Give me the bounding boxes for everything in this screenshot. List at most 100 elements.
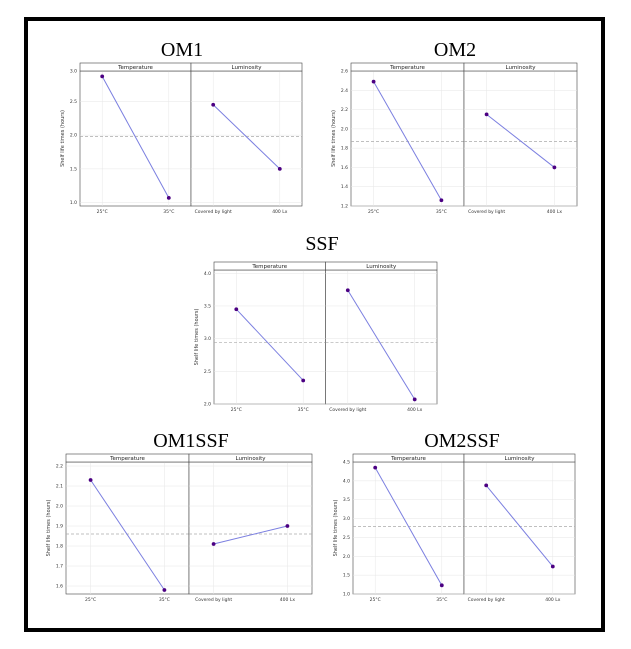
facet-label: Temperature: [390, 456, 426, 462]
data-point: [100, 74, 105, 79]
x-tick-label: 400 Lx: [407, 407, 423, 413]
data-point: [439, 198, 444, 203]
data-point: [211, 542, 216, 546]
data-point: [285, 524, 290, 528]
facet-panel: [213, 269, 326, 405]
facet-label: Luminosity: [506, 65, 537, 71]
y-tick-label: 1.9: [56, 524, 63, 530]
y-tick-label: 4.0: [204, 271, 211, 277]
x-tick-label: 400 Lx: [547, 209, 563, 215]
chart-ssf: SSF 2.0 2.5 3.0 3.5 4.0 Shelf life times (hour…: [194, 233, 438, 413]
y-tick-label: 1.8: [56, 544, 63, 550]
y-tick-label: 2.5: [70, 99, 77, 105]
series-line: [90, 479, 165, 591]
y-tick-label: 2.2: [56, 464, 63, 470]
y-tick-label: 1.5: [70, 166, 77, 172]
facet-strip: [325, 261, 438, 271]
data-point: [371, 79, 376, 84]
y-tick-label: 3.5: [204, 303, 211, 309]
facet-strip: [188, 453, 313, 463]
y-tick-label: 2.4: [341, 88, 348, 94]
x-tick-label: 25°C: [370, 597, 381, 603]
data-point: [166, 196, 171, 200]
facet-luminosity: Luminosity Covered by light 400 Lx: [325, 261, 438, 413]
chart-title: OM1: [161, 39, 203, 61]
y-axis-label: Shelf life times (hours): [46, 500, 52, 557]
x-tick-label: 25°C: [85, 597, 96, 603]
facet-panel: [325, 269, 438, 405]
facet-label: Temperature: [117, 65, 153, 71]
data-point: [484, 483, 489, 488]
facet-temperature: Temperature 25°C 35°C: [352, 453, 465, 603]
chart-title: SSF: [305, 233, 338, 255]
facet-strip: [463, 62, 578, 72]
chart-om1ssf: OM1SSF 1.6 1.7 1.8 1.9 2.0 2.1 2.2 Shelf life ti…: [46, 430, 313, 603]
data-point: [234, 307, 239, 312]
x-tick-label: Covered by light: [468, 597, 505, 603]
y-tick-label: 2.0: [56, 504, 63, 510]
facet-panel: [79, 70, 192, 207]
facet-temperature: Temperature 25°C 35°C: [79, 62, 192, 215]
facet-panel: [463, 70, 578, 207]
series-line: [212, 104, 281, 170]
y-tick-label: 1.0: [343, 592, 350, 598]
series-line: [485, 485, 554, 567]
y-tick-label: 3.5: [343, 497, 350, 503]
y-tick-label-top: 3.0: [70, 69, 77, 75]
chart-om2: OM2 1.2 1.4 1.6 1.8 2.0 2.2 2.4 2.6 Shelf life ti…: [331, 39, 578, 215]
data-point: [552, 165, 557, 170]
x-tick-label: 35°C: [436, 209, 447, 215]
facet-luminosity: Luminosity Covered by light 400 Lx: [463, 62, 578, 215]
y-axis-label: Shelf life times (hours): [331, 110, 337, 167]
data-point: [211, 102, 216, 107]
y-tick-label: 1.0: [70, 200, 77, 206]
data-point: [373, 465, 378, 470]
chart-title: OM1SSF: [153, 430, 229, 452]
facet-label: Temperature: [109, 456, 145, 462]
facet-strip: [190, 62, 303, 72]
y-tick-label: 4.0: [343, 478, 350, 484]
chart-title: OM2: [434, 39, 476, 61]
y-tick-label: 1.2: [341, 204, 348, 210]
y-tick-label: 2.0: [70, 133, 77, 139]
x-tick-label: Covered by light: [329, 407, 366, 413]
y-tick-label: 2.0: [343, 554, 350, 560]
data-point: [345, 288, 350, 293]
data-point: [162, 588, 167, 592]
data-point: [301, 378, 306, 383]
facet-temperature: Temperature 25°C 35°C: [213, 261, 326, 413]
y-tick-label: 1.4: [341, 184, 348, 190]
y-tick-label: 2.1: [56, 484, 63, 490]
y-tick-label: 2.2: [341, 107, 348, 113]
data-point: [550, 564, 555, 569]
x-tick-label: Covered by light: [195, 209, 232, 215]
facet-temperature: Temperature 25°C 35°C: [65, 453, 190, 603]
y-tick-label: 1.6: [341, 165, 348, 171]
series-line: [235, 308, 304, 381]
x-tick-label: 35°C: [159, 597, 170, 603]
facet-panel: [188, 461, 313, 595]
x-tick-label: 35°C: [436, 597, 447, 603]
y-tick-label: 2.0: [341, 126, 348, 132]
facet-panel: [190, 70, 303, 207]
series-line: [347, 290, 416, 400]
y-axis-label: Shelf life times (hours): [60, 110, 66, 167]
chart-om1: OM1 1.0 1.5 2.0 2.5 3.0 Shelf life times (hour…: [60, 39, 303, 215]
facet-luminosity: Luminosity Covered by light 400 Lx: [190, 62, 303, 215]
y-tick-label: 1.8: [341, 146, 348, 152]
facet-panel: [463, 461, 576, 595]
facet-label: Luminosity: [232, 65, 263, 71]
y-tick-label: 3.0: [343, 516, 350, 522]
y-tick-label: 2.0: [204, 402, 211, 408]
y-axis-label: Shelf life times (hours): [194, 309, 200, 366]
x-tick-label: 25°C: [231, 407, 242, 413]
y-tick-label: 4.5: [343, 460, 350, 466]
series-line: [101, 76, 170, 199]
chart-om2ssf: OM2SSF 1.0 1.5 2.0 2.5 3.0 3.5 4.0 4.5 Shelf life…: [333, 430, 576, 603]
data-point: [484, 112, 489, 117]
x-tick-label: 25°C: [368, 209, 379, 215]
facet-panel: [65, 461, 190, 595]
x-tick-label: 400 Lx: [545, 597, 561, 603]
data-point: [412, 397, 417, 402]
